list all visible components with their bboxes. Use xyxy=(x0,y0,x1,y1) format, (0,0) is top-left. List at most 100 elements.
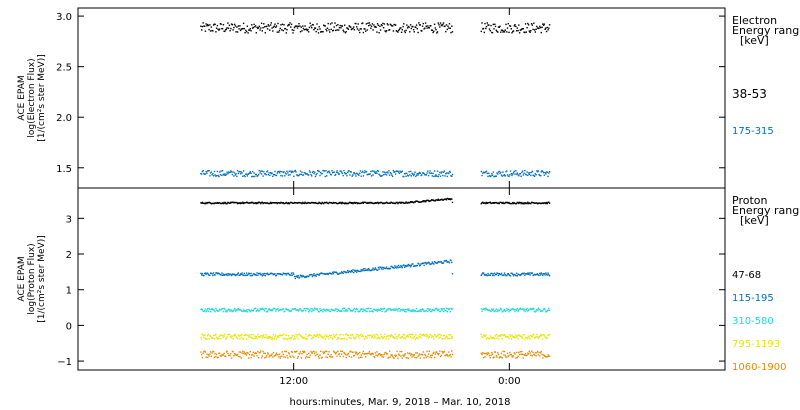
data-point xyxy=(531,308,533,310)
data-point xyxy=(441,171,443,173)
data-point xyxy=(394,308,397,310)
data-point xyxy=(536,25,538,28)
data-point xyxy=(313,273,315,275)
data-point xyxy=(341,353,343,355)
data-point xyxy=(391,354,393,356)
data-point xyxy=(530,335,533,337)
data-point xyxy=(264,336,266,338)
data-point xyxy=(511,308,513,310)
data-point xyxy=(508,31,510,34)
data-point xyxy=(209,351,212,353)
data-point xyxy=(545,336,547,339)
data-point xyxy=(232,201,234,203)
data-point xyxy=(427,26,430,29)
data-point xyxy=(258,351,260,354)
data-point xyxy=(502,350,504,352)
data-point xyxy=(511,355,513,357)
data-point xyxy=(268,25,270,27)
data-point xyxy=(514,353,516,355)
data-point xyxy=(497,309,499,311)
data-point xyxy=(208,355,210,357)
data-point xyxy=(415,307,418,310)
data-point xyxy=(496,30,498,33)
data-point xyxy=(335,29,337,32)
data-point xyxy=(213,309,216,312)
data-point xyxy=(533,334,535,336)
y-tick-label: 2 xyxy=(66,250,72,261)
data-point xyxy=(529,308,531,311)
data-point xyxy=(525,273,527,275)
data-point xyxy=(387,202,389,204)
data-point xyxy=(246,274,248,276)
data-point xyxy=(242,310,244,313)
data-point xyxy=(448,170,451,173)
data-point xyxy=(398,308,401,310)
data-point xyxy=(495,29,497,31)
data-point xyxy=(333,271,335,273)
data-point xyxy=(309,309,311,312)
data-point xyxy=(511,334,513,336)
data-point xyxy=(262,335,264,337)
data-point xyxy=(539,308,541,311)
data-point xyxy=(423,264,425,267)
data-point xyxy=(488,353,490,355)
data-point xyxy=(350,26,352,28)
data-point xyxy=(482,356,485,359)
data-point xyxy=(365,23,368,25)
data-point xyxy=(538,351,540,354)
data-point xyxy=(354,351,356,353)
data-point xyxy=(358,174,360,176)
data-point xyxy=(419,333,421,335)
data-point xyxy=(336,272,338,274)
data-point xyxy=(403,23,405,25)
data-point xyxy=(535,336,537,338)
data-point xyxy=(379,307,382,310)
data-point xyxy=(378,268,380,270)
data-point xyxy=(490,310,492,313)
data-point xyxy=(504,335,506,337)
data-point xyxy=(396,201,398,204)
data-point xyxy=(497,338,500,340)
data-point xyxy=(288,203,290,205)
data-point xyxy=(209,353,211,355)
data-point xyxy=(385,351,387,354)
data-point xyxy=(277,171,279,173)
data-point xyxy=(424,174,426,176)
data-point xyxy=(311,352,313,354)
data-point xyxy=(396,308,398,310)
data-point xyxy=(378,308,380,311)
data-point xyxy=(433,30,435,32)
data-point xyxy=(260,201,263,204)
data-point xyxy=(531,272,533,274)
data-point xyxy=(220,202,222,205)
data-point xyxy=(326,30,328,32)
data-point xyxy=(401,308,403,311)
data-point xyxy=(286,338,288,340)
data-point xyxy=(430,311,432,313)
data-point xyxy=(310,308,312,310)
data-point xyxy=(362,170,364,173)
data-point xyxy=(511,174,513,177)
data-point xyxy=(524,310,527,313)
data-point xyxy=(318,201,320,204)
data-point xyxy=(343,30,345,33)
data-point xyxy=(518,175,520,177)
data-point xyxy=(343,310,345,312)
data-point xyxy=(515,357,517,359)
data-point xyxy=(343,202,345,204)
data-point xyxy=(336,29,338,31)
data-point xyxy=(254,274,256,276)
data-point xyxy=(306,338,308,340)
data-point xyxy=(353,354,356,357)
data-point xyxy=(258,273,260,275)
data-point xyxy=(235,31,237,33)
data-point xyxy=(515,309,518,312)
data-point xyxy=(534,202,536,204)
data-point xyxy=(266,311,268,313)
data-point xyxy=(384,202,386,204)
data-point xyxy=(394,337,396,339)
data-point xyxy=(370,25,373,27)
data-point xyxy=(369,201,371,204)
data-point xyxy=(488,175,491,177)
data-point xyxy=(278,273,281,275)
